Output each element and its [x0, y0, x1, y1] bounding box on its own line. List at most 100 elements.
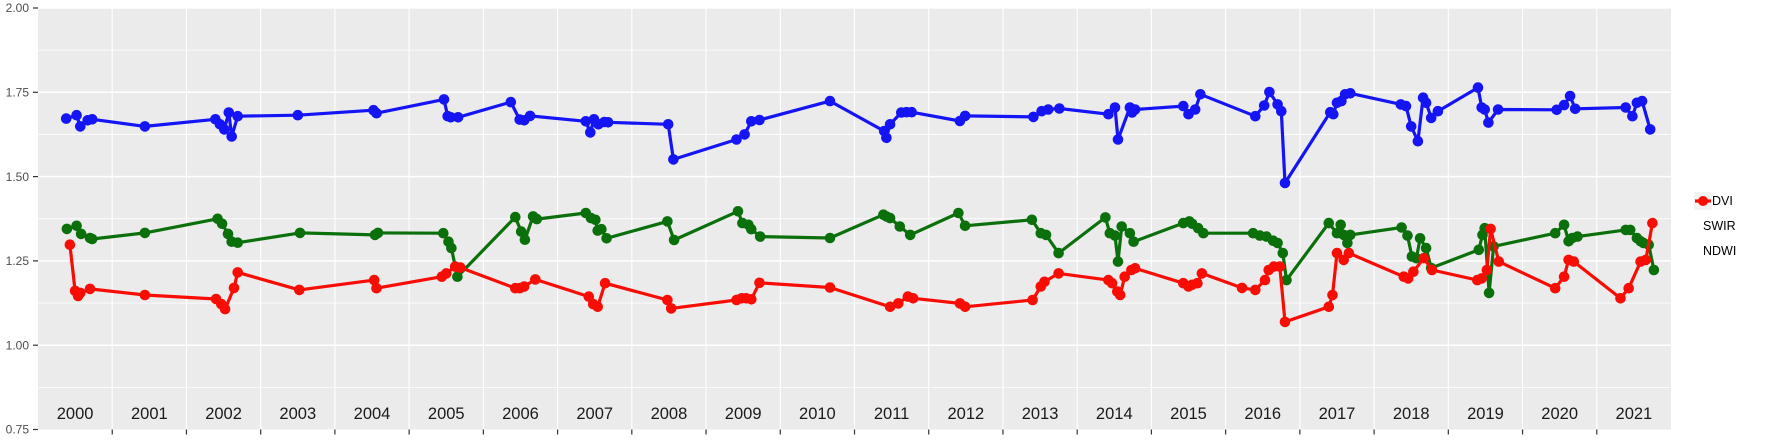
- data-point-NDVI: [1195, 89, 1206, 100]
- y-axis-label: 2.00: [6, 1, 30, 15]
- data-point-SWIR: [1345, 229, 1356, 241]
- data-point-SWIR: [515, 226, 527, 237]
- data-point-NDVI: [139, 121, 151, 132]
- data-point-SWIR: [75, 228, 87, 240]
- x-axis-label-2016: 2016: [1244, 405, 1281, 423]
- data-point-SWIR: [1549, 227, 1561, 239]
- data-point-NDVI: [86, 114, 98, 125]
- x-axis-label-2010: 2010: [799, 405, 836, 423]
- data-point-SWIR: [1026, 214, 1038, 226]
- series-NDWI: [64, 217, 1658, 328]
- data-point-NDWI: [824, 282, 836, 293]
- data-point-NDVI: [292, 109, 304, 121]
- data-point-SWIR: [1040, 229, 1052, 241]
- data-point-NDVI: [1189, 104, 1201, 115]
- data-point-SWIR: [1323, 217, 1335, 229]
- x-axis-label-2000: 2000: [57, 405, 94, 423]
- data-point-NDVI: [232, 110, 243, 122]
- data-point-NDVI: [1112, 134, 1124, 145]
- data-point-NDVI: [1492, 104, 1504, 115]
- data-point-NDVI: [1432, 105, 1444, 117]
- data-point-SWIR: [732, 206, 744, 217]
- data-point-SWIR: [519, 234, 531, 245]
- x-axis-label-2001: 2001: [131, 405, 168, 423]
- data-point-NDWI: [1426, 264, 1438, 276]
- data-point-SWIR: [232, 237, 243, 248]
- data-point-SWIR: [1483, 287, 1495, 299]
- data-point-SWIR: [1648, 264, 1660, 276]
- data-point-NDVI: [71, 109, 82, 121]
- y-axis-label: 1.00: [6, 338, 30, 352]
- data-point-SWIR: [824, 232, 836, 244]
- data-point-NDVI: [75, 121, 86, 132]
- data-point-NDVI: [746, 116, 757, 127]
- data-point-NDWI: [1259, 274, 1271, 286]
- data-point-NDVI: [739, 129, 750, 140]
- data-point-NDVI: [505, 96, 517, 108]
- data-point-NDWI: [893, 298, 904, 309]
- data-point-NDWI: [1343, 247, 1355, 259]
- data-point-NDVI: [1328, 108, 1339, 120]
- data-point-SWIR: [959, 220, 971, 232]
- x-axis-label-2009: 2009: [725, 405, 762, 423]
- data-point-NDWI: [1493, 256, 1505, 267]
- data-point-SWIR: [662, 216, 673, 227]
- data-point-NDWI: [884, 301, 896, 313]
- legend-label-swir: SWIR: [1703, 219, 1736, 233]
- data-point-NDVI: [1627, 110, 1638, 122]
- data-point-NDWI: [368, 274, 380, 286]
- data-point-NDWI: [1615, 293, 1626, 304]
- legend-key-ndwi-icon: [1694, 192, 1712, 210]
- x-axis-label-2007: 2007: [576, 405, 613, 423]
- data-point-SWIR: [372, 227, 384, 239]
- data-point-NDVI: [1028, 111, 1039, 123]
- data-point-NDWI: [592, 301, 603, 313]
- data-point-NDWI: [1027, 294, 1038, 306]
- data-point-SWIR: [452, 271, 463, 283]
- x-axis-label-2017: 2017: [1319, 405, 1356, 423]
- data-point-NDWI: [665, 303, 677, 314]
- data-point-NDWI: [599, 277, 611, 289]
- data-point-NDWI: [907, 293, 919, 304]
- data-point-SWIR: [1414, 233, 1426, 244]
- data-point-SWIR: [1128, 236, 1139, 247]
- x-axis-label-2003: 2003: [279, 405, 316, 423]
- data-point-NDVI: [585, 127, 596, 138]
- axis-ticks: [33, 7, 1598, 435]
- data-point-SWIR: [596, 223, 607, 235]
- data-point-NDVI: [1636, 95, 1648, 107]
- data-point-NDVI: [1420, 97, 1432, 109]
- data-point-NDVI: [754, 114, 765, 126]
- data-point-SWIR: [601, 233, 612, 244]
- series-NDVI: [60, 82, 1656, 189]
- data-point-SWIR: [590, 214, 601, 226]
- legend-label-ndwi: NDWI: [1703, 244, 1737, 258]
- data-point-NDVI: [731, 134, 742, 145]
- data-point-NDWI: [1418, 252, 1430, 264]
- data-point-SWIR: [754, 231, 766, 242]
- data-point-NDVI: [1276, 105, 1287, 117]
- x-axis-label-2021: 2021: [1616, 405, 1653, 423]
- data-point-NDWI: [371, 282, 382, 294]
- data-point-NDWI: [746, 294, 757, 305]
- y-axis-labels: 0.75 1.00 1.25 1.50 1.75 2.00: [6, 1, 30, 437]
- data-point-SWIR: [668, 234, 680, 246]
- data-point-SWIR: [1473, 244, 1485, 256]
- data-point-NDWI: [1039, 276, 1050, 288]
- data-point-NDVI: [1264, 86, 1275, 98]
- data-point-NDWI: [1640, 254, 1652, 266]
- data-point-SWIR: [1411, 252, 1422, 264]
- data-point-SWIR: [1402, 230, 1413, 241]
- data-point-NDWI: [139, 289, 151, 301]
- x-axis-label-2013: 2013: [1022, 405, 1059, 423]
- data-point-NDVI: [1400, 100, 1412, 112]
- data-point-NDVI: [1483, 117, 1494, 128]
- x-axis-label-2002: 2002: [205, 405, 242, 423]
- data-point-NDWI: [1476, 273, 1487, 284]
- data-point-SWIR: [1335, 219, 1346, 231]
- legend-item-ndwi: NDWI: [1694, 192, 1737, 260]
- x-axis-label-2011: 2011: [874, 405, 909, 423]
- data-point-NDVI: [580, 116, 592, 127]
